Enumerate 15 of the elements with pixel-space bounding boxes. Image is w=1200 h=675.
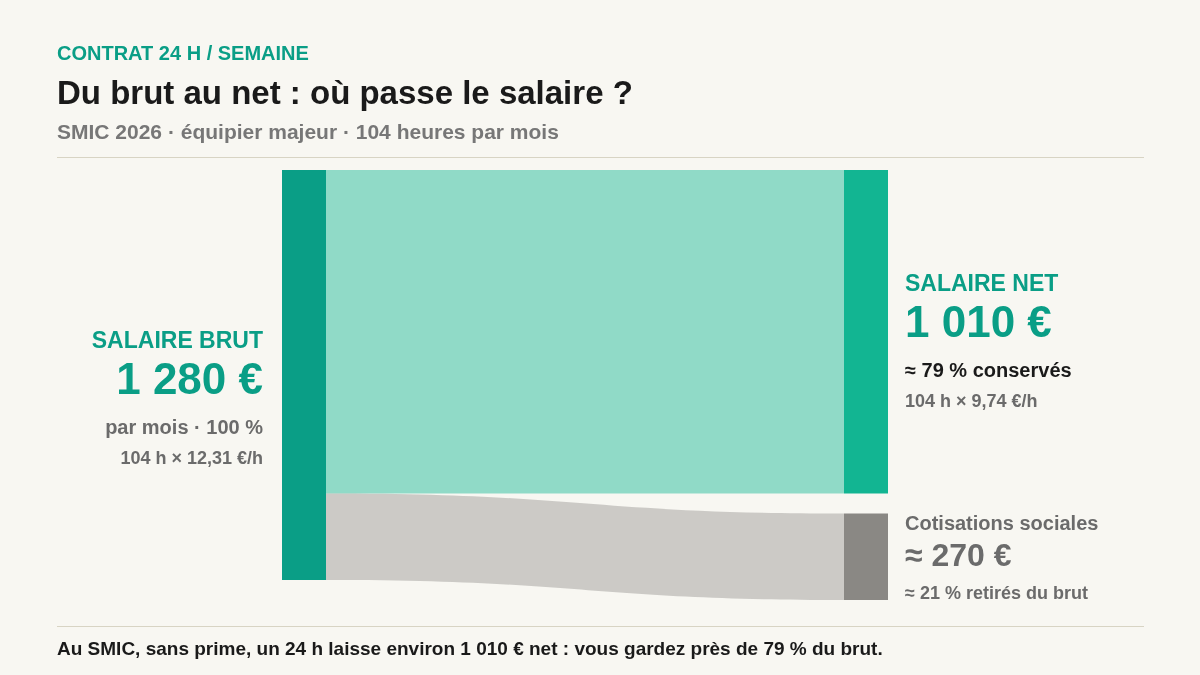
text: Du brut au net : où passe le salaire ?	[57, 74, 633, 112]
text: CONTRAT 24 H / SEMAINE	[57, 42, 309, 65]
text: ≈ 79 % conservés	[905, 359, 1072, 381]
data-label: 1 010 €	[905, 297, 1052, 346]
data-label: 1 280 €	[116, 354, 263, 403]
text: 104 h × 12,31 €/h	[120, 448, 263, 468]
data-label: ≈ 270 €	[905, 537, 1012, 573]
category-label: SALAIRE NET	[905, 270, 1059, 296]
text: SMIC 2026 · équipier majeur · 104 heures par mois	[57, 120, 559, 144]
category-label: Cotisations sociales	[905, 512, 1099, 534]
category-label: SALAIRE BRUT	[91, 327, 263, 353]
text: ≈ 21 % retirés du brut	[905, 583, 1088, 603]
text: 104 h × 9,74 €/h	[905, 391, 1038, 411]
text: Au SMIC, sans prime, un 24 h laisse environ 1 010 € net : vous gardez près de 79 % du brut.	[57, 638, 883, 660]
text: par mois · 100 %	[105, 416, 264, 438]
